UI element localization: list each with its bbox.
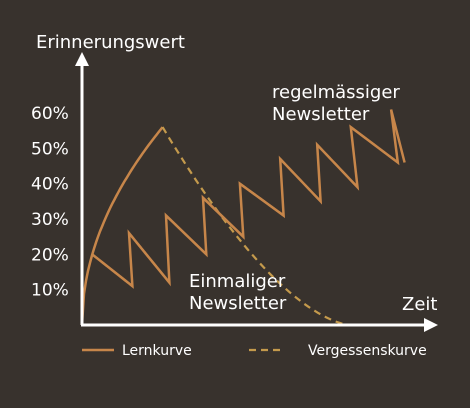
x-axis-arrow-icon xyxy=(424,318,438,332)
annotations-layer: regelmässigerNewsletterEinmaligerNewslet… xyxy=(189,82,400,314)
annotation-regular: Newsletter xyxy=(272,104,370,125)
y-tick-label: 20% xyxy=(31,245,69,265)
y-tick-label: 60% xyxy=(31,104,69,124)
y-axis-title: Erinnerungswert xyxy=(36,32,185,53)
regular-sawtooth-line xyxy=(91,109,406,289)
series-layer xyxy=(80,109,406,327)
annotation-regular: regelmässiger xyxy=(272,82,400,103)
forgetting-curve xyxy=(161,126,351,327)
y-tick-label: 50% xyxy=(31,139,69,159)
y-tick-labels: 10% 20% 30% 40% 50% 60% xyxy=(31,104,69,301)
annotation-single: Newsletter xyxy=(189,293,287,314)
legend-label-vergessenskurve: Vergessenskurve xyxy=(308,343,427,359)
axes-layer xyxy=(75,52,438,332)
legend: Lernkurve Vergessenskurve xyxy=(82,343,427,359)
learning-curve xyxy=(80,126,164,326)
y-tick-label: 40% xyxy=(31,175,69,195)
x-axis-title: Zeit xyxy=(402,294,437,315)
annotation-single: Einmaliger xyxy=(189,271,286,292)
legend-label-lernkurve: Lernkurve xyxy=(122,343,192,359)
y-tick-label: 30% xyxy=(31,210,69,230)
y-axis-arrow-icon xyxy=(75,52,89,66)
y-tick-label: 10% xyxy=(31,281,69,301)
